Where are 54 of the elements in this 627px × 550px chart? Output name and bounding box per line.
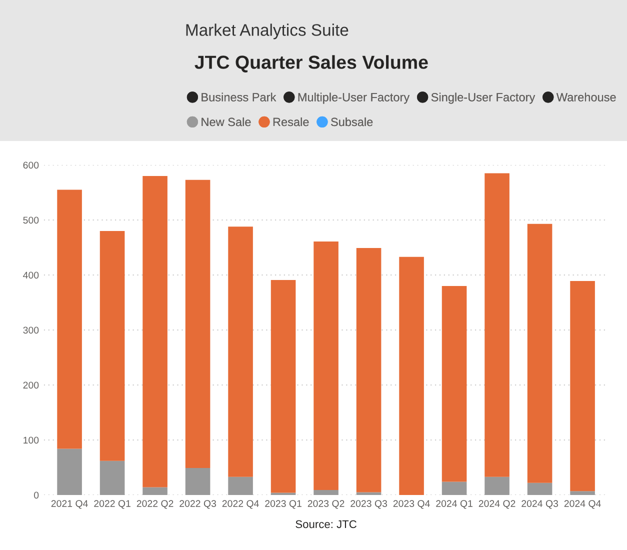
bar (442, 286, 467, 482)
x-tick-label: 2022 Q1 (94, 500, 130, 509)
bar (228, 226, 253, 477)
x-tick-label: 2021 Q4 (51, 500, 88, 509)
x-tick-label: 2023 Q1 (265, 500, 302, 509)
y-tick-label: 500 (23, 216, 39, 224)
bar (100, 231, 125, 461)
x-tick-label: 2022 Q3 (180, 500, 216, 509)
bar (142, 487, 168, 495)
x-tick-label: 2023 Q3 (350, 500, 388, 509)
legend-label: Warehouse (556, 92, 616, 102)
legend-label: Multiple-User Factory (298, 92, 410, 104)
bar (356, 492, 382, 495)
bar (100, 460, 125, 495)
bar (185, 468, 210, 495)
y-tick-label: 0 (34, 492, 39, 499)
x-tick-label: 2022 Q4 (222, 500, 259, 509)
x-tick-label: 2022 Q2 (136, 500, 174, 509)
bar (314, 490, 338, 495)
y-tick-label: 400 (23, 272, 39, 279)
y-tick-label: 200 (23, 382, 39, 389)
bar (570, 281, 595, 492)
x-tick-label: 2024 Q2 (478, 500, 516, 509)
bar (57, 190, 82, 449)
bar (228, 476, 253, 495)
legend-label: Resale (273, 117, 309, 126)
bar (185, 180, 210, 468)
y-tick-label: 300 (23, 326, 39, 334)
source-note: Source: JTC (296, 520, 356, 528)
bar (142, 176, 168, 488)
chart-title: JTC Quarter Sales Volume (194, 55, 428, 72)
y-tick-label: 100 (24, 436, 39, 444)
legend-label: Subsale (331, 117, 373, 126)
y-tick-label: 600 (23, 162, 39, 169)
legend-label: Business Park (202, 92, 276, 102)
x-tick-label: 2023 Q2 (308, 500, 344, 509)
bar (570, 491, 595, 495)
bar (484, 173, 510, 477)
bar (484, 476, 510, 495)
bar (527, 224, 552, 483)
x-tick-label: 2024 Q1 (436, 500, 472, 509)
bar (356, 248, 382, 492)
bar (527, 482, 552, 495)
bar (270, 280, 296, 493)
x-tick-label: 2023 Q4 (393, 500, 430, 509)
legend-label: New Sale (202, 117, 251, 126)
bar (399, 256, 424, 495)
x-tick-label: 2024 Q4 (564, 500, 601, 509)
bar (314, 241, 338, 490)
legend-label: Single-User Factory (431, 92, 536, 104)
bar (442, 482, 467, 495)
chart-subtitle: Market Analytics Suite (186, 24, 348, 40)
bar (57, 448, 82, 495)
x-tick-label: 2024 Q3 (522, 500, 558, 509)
